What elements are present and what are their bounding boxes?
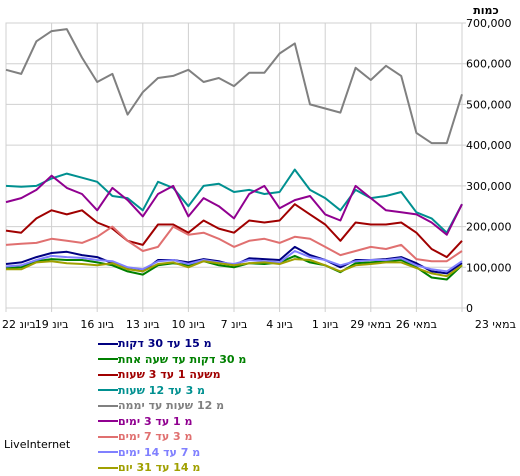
- legend-item: מ 12 שעות עד יממה: [90, 398, 450, 414]
- legend-label: מ 7 עד 14 ימים: [118, 445, 201, 459]
- x-tick-label: 7 ביונ: [221, 318, 248, 331]
- legend-item: מ 3 עד 12 שעות: [90, 383, 450, 399]
- x-tick-label: 16 ביונ: [80, 318, 114, 331]
- legend-swatch: [98, 451, 118, 454]
- series-line-7: [5, 225, 463, 263]
- series-line-2: [5, 254, 463, 281]
- x-tick-label: 4 ביונ: [266, 318, 293, 331]
- y-tick-label: 100,000: [466, 261, 512, 274]
- y-tick-label: 500,000: [466, 98, 512, 111]
- legend-item: מ 7 עד 14 ימים: [90, 445, 450, 461]
- series-line-3: [5, 203, 463, 259]
- legend-item: משעה 1 עד 3 שעות: [90, 367, 450, 383]
- legend-label: מ 12 שעות עד יממה: [118, 399, 225, 413]
- y-tick-label: 300,000: [466, 180, 512, 193]
- series-layer: [5, 28, 463, 281]
- line-chart: 0 100,000 200,000 300,000 400,000 500,000 600,…: [2, 4, 516, 331]
- legend-label: מ 3 עד 12 שעות: [118, 383, 206, 397]
- legend-swatch: [98, 420, 118, 423]
- legend-label: מ 30 דקות עד שעה אחת: [118, 352, 247, 366]
- legend-item: מ 15 עד 30 דקות: [90, 336, 450, 352]
- tick-labels: 0 100,000 200,000 300,000 400,000 500,000 600,…: [2, 17, 516, 331]
- x-tick-label: 26 במאי: [396, 318, 437, 331]
- series-line-4: [5, 168, 463, 234]
- x-tick-label: 13 ביונ: [126, 318, 160, 331]
- legend-swatch: [98, 342, 118, 345]
- x-tick-label: 10 ביונ: [172, 318, 206, 331]
- grid: [5, 22, 466, 312]
- legend-swatch: [98, 358, 118, 361]
- y-tick-label: 200,000: [466, 221, 512, 234]
- legend: מ 15 עד 30 דקות מ 30 דקות עד שעה אחת משעה …: [90, 336, 450, 476]
- legend-swatch: [98, 404, 118, 407]
- legend-item: מ 3 עד 7 ימים: [90, 429, 450, 445]
- legend-label: מ 1 עד 3 ימים: [118, 414, 193, 428]
- series-line-6: [5, 174, 463, 236]
- y-tick-label: 0: [466, 302, 473, 315]
- legend-label: מ 15 עד 30 דקות: [118, 337, 212, 351]
- legend-swatch: [98, 373, 118, 376]
- legend-swatch: [98, 389, 118, 392]
- legend-label: מ 3 עד 7 ימים: [118, 430, 193, 444]
- x-tick-label: 22 ביונ: [2, 318, 36, 331]
- legend-label: משעה 1 עד 3 שעות: [118, 368, 221, 382]
- y-tick-label: 400,000: [466, 139, 512, 152]
- y-tick-label: 700,000: [466, 17, 512, 30]
- legend-swatch: [98, 435, 118, 438]
- x-tick-label: 1 ביונ: [312, 318, 339, 331]
- series-line-8: [5, 250, 463, 273]
- legend-item: מ 1 עד 3 ימים: [90, 414, 450, 430]
- legend-item: מ 14 עד 31 יום: [90, 460, 450, 476]
- legend-item: מ 30 דקות עד שעה אחת: [90, 352, 450, 368]
- brand-label: LiveInternet: [4, 438, 71, 451]
- x-tick-label: 23 במאי: [475, 318, 516, 331]
- x-tick-label: 29 במאי: [350, 318, 391, 331]
- y-axis-title: כמות: [473, 4, 498, 17]
- legend-swatch: [98, 466, 118, 469]
- series-line-5: [5, 28, 463, 145]
- x-tick-label: 19 ביונ: [35, 318, 69, 331]
- series-line-9: [6, 258, 463, 278]
- legend-label: מ 14 עד 31 יום: [118, 461, 201, 475]
- y-tick-label: 600,000: [466, 58, 512, 71]
